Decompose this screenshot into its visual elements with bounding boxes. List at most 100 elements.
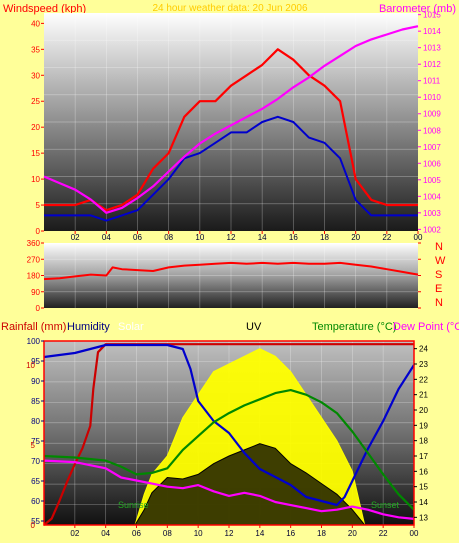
dewpoint-axis-label: Dew Point (°C	[393, 321, 459, 333]
time-tick-06: 06	[133, 233, 142, 242]
tick-label-1009: 1009	[423, 110, 441, 119]
windspeed-axis-label: Windspeed (kph)	[3, 3, 86, 15]
time-tick-10: 10	[194, 529, 203, 538]
tick-label-55: 55	[31, 517, 40, 526]
tick-label-75: 75	[31, 437, 40, 446]
direction-panel-grid	[44, 243, 418, 308]
series-line-dew-point	[43, 459, 415, 520]
tick-label-15: 15	[419, 483, 428, 492]
tick-label-20: 20	[31, 123, 40, 132]
wind-panel-background	[44, 13, 418, 231]
tick-label-35: 35	[31, 45, 40, 54]
series-line-wind-gust	[44, 115, 418, 222]
tick-label-24: 24	[419, 345, 428, 354]
tick-label-1005: 1005	[423, 176, 441, 185]
sunset-label: Sunset	[371, 500, 400, 510]
tick-label-30: 30	[31, 71, 40, 80]
tick-label-17: 17	[419, 452, 428, 461]
tick-label-60: 60	[31, 497, 40, 506]
tick-label-1015: 1015	[423, 11, 441, 20]
tick-label-1010: 1010	[423, 93, 441, 102]
tick-label-1014: 1014	[423, 27, 441, 36]
tick-label-14: 14	[419, 498, 428, 507]
barometer-axis-label: Barometer (mb)	[379, 3, 456, 15]
tick-label-1012: 1012	[423, 60, 441, 69]
time-tick-12: 12	[225, 529, 234, 538]
tick-label-1004: 1004	[423, 192, 441, 201]
tick-label-0: 0	[36, 227, 41, 236]
series-line-temperature	[43, 389, 415, 511]
direction-panel-series	[43, 261, 419, 281]
time-tick-16: 16	[286, 529, 295, 538]
tick-label-20: 20	[419, 406, 428, 415]
tick-label-95: 95	[31, 357, 40, 366]
tick-label-18: 18	[419, 437, 428, 446]
rainfall-axis-label: Rainfall (mm)	[1, 321, 66, 333]
uv-axis-label: UV	[246, 321, 262, 333]
tick-label-16: 16	[419, 467, 428, 476]
sunrise-label: Sunrise	[118, 500, 149, 510]
time-tick-08: 08	[163, 529, 172, 538]
tick-label-90: 90	[31, 288, 40, 297]
tick-label-21: 21	[419, 391, 428, 400]
tick-label-15: 15	[31, 149, 40, 158]
time-tick-22: 22	[379, 529, 388, 538]
solar-axis-label: Solar	[118, 321, 144, 333]
time-tick-16: 16	[289, 233, 298, 242]
tick-label-n: N	[435, 297, 443, 309]
tick-label-270: 270	[27, 255, 41, 264]
time-tick-10: 10	[195, 233, 204, 242]
series-line-barometer	[43, 25, 419, 214]
time-tick-12: 12	[227, 233, 236, 242]
tick-label-65: 65	[31, 477, 40, 486]
time-tick-06: 06	[132, 529, 141, 538]
time-tick-02: 02	[70, 529, 79, 538]
tick-label-5: 5	[36, 201, 41, 210]
temperature-axis-ticks: 13 14 15 16 17 18 19 20 21 22 23 24	[414, 345, 428, 522]
time-tick-00: 00	[410, 529, 419, 538]
tick-label-1013: 1013	[423, 44, 441, 53]
tick-label-19: 19	[419, 421, 428, 430]
climate-panel-time-ticks: 02 04 06 08 10 12 14 16 18 20 22 00	[70, 525, 419, 538]
humidity-axis-ticks: 55 60 65 70 75 80 85 90 95 100	[27, 337, 44, 526]
time-tick-22: 22	[382, 233, 391, 242]
wind-panel-time-ticks: 02 04 06 08 10 12 14 16 18 20 22 00	[71, 231, 423, 242]
time-tick-14: 14	[258, 233, 267, 242]
tick-label-10: 10	[26, 361, 35, 370]
tick-label-1011: 1011	[423, 77, 441, 86]
tick-label-360: 360	[27, 239, 41, 248]
windspeed-axis-ticks: 0 5 10 15 20 25 30 35 40	[31, 19, 44, 236]
time-tick-18: 18	[317, 529, 326, 538]
tick-label-100: 100	[27, 337, 41, 346]
rainfall-axis-ticks: 0 5 10	[26, 361, 35, 530]
tick-label-s: S	[435, 269, 442, 281]
tick-label-70: 70	[31, 457, 40, 466]
tick-label-22: 22	[419, 375, 428, 384]
tick-label-90: 90	[31, 377, 40, 386]
time-tick-04: 04	[101, 529, 110, 538]
series-line-humidity	[43, 343, 415, 507]
barometer-axis-ticks: 1002 1003 1004 1005 1006 1007 1008 1009 1010 1011…	[418, 11, 441, 234]
tick-label-1003: 1003	[423, 209, 441, 218]
wind-panel-series	[43, 25, 419, 222]
tick-label-0: 0	[36, 304, 41, 313]
tick-label-85: 85	[31, 397, 40, 406]
chart-subtitle: 24 hour weather data: 20 Jun 2006	[152, 3, 308, 14]
tick-label-25: 25	[31, 97, 40, 106]
tick-label-10: 10	[31, 175, 40, 184]
tick-label-1007: 1007	[423, 143, 441, 152]
tick-label-1002: 1002	[423, 225, 441, 234]
tick-label-w: W	[435, 255, 446, 267]
time-tick-20: 20	[348, 529, 357, 538]
time-tick-08: 08	[164, 233, 173, 242]
time-tick-04: 04	[102, 233, 111, 242]
climate-panel-line-series	[43, 343, 415, 526]
time-tick-02: 02	[71, 233, 80, 242]
tick-label-1008: 1008	[423, 126, 441, 135]
tick-label-0: 0	[31, 521, 36, 530]
tick-label-13: 13	[419, 513, 428, 522]
series-line-wind-direction	[43, 261, 419, 281]
time-tick-20: 20	[351, 233, 360, 242]
